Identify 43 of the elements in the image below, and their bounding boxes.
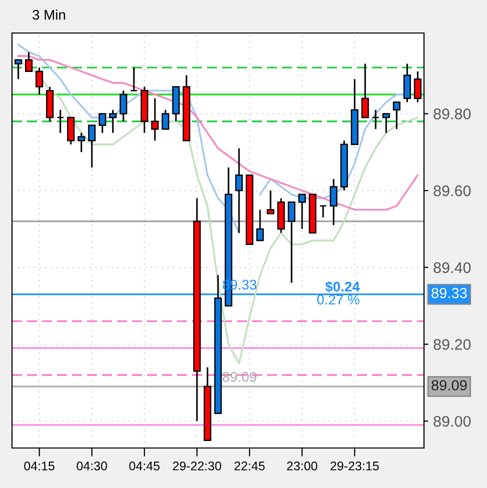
candlestick [151,98,159,142]
candlestick [288,201,296,284]
x-tick-label: 29-22:30 [172,462,222,470]
candlestick [319,205,327,218]
candlestick [330,178,338,226]
candlestick [78,132,86,153]
candlestick [361,62,369,118]
candlestick [162,109,170,130]
candlestick [67,116,75,146]
candlestick [256,208,264,242]
candlestick [109,109,117,134]
candlestick [130,66,138,92]
candlestick [382,112,390,134]
ref-line-label: 89.33 [432,288,467,298]
candlestick [14,59,22,80]
candlestick [403,62,411,103]
x-tick-label: 04:15 [24,462,54,470]
candlestick [414,70,422,103]
y-tick-label: 89.80 [434,108,471,120]
x-tick-label: 04:30 [76,462,108,470]
y-tick-label: 89.00 [434,416,471,427]
y-tick-label: 89.20 [434,339,471,350]
candlestick [372,109,380,130]
x-tick-label: 29-23:15 [330,462,379,470]
ref-line-label: 89.09 [432,380,467,390]
annotation: $0.24 [325,281,360,292]
candlestick [266,190,274,214]
candlestick [298,194,306,230]
line-series [17,55,419,211]
candlestick [88,124,96,168]
x-tick-label: 22:45 [234,462,265,470]
candlestick [120,90,128,122]
candlestick [235,148,243,234]
chart-title: 3 Min [32,10,66,20]
candlestick [36,66,44,96]
y-tick-label: 89.60 [434,185,471,196]
y-tick-label: 89.40 [434,262,471,274]
x-tick-label: 04:45 [129,462,160,470]
x-tick-label: 23:00 [287,462,318,470]
candlestick [392,101,400,130]
candlestick [56,109,64,134]
candlestick [25,51,33,72]
candlestick [98,112,106,134]
